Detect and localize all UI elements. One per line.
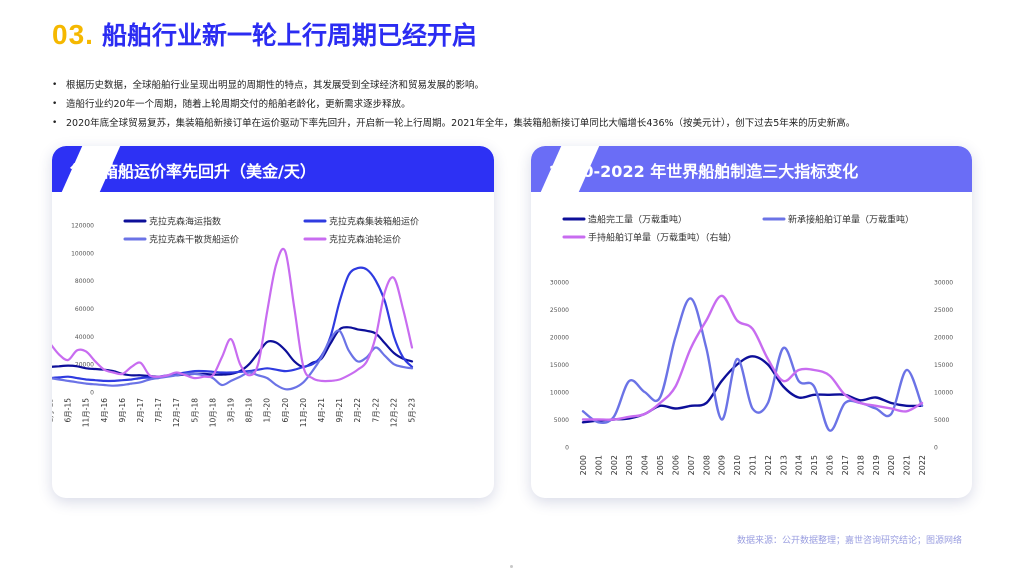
x-tick-label: 12月-22	[389, 398, 398, 428]
data-source-note: 数据来源：公开数据整理；嘉世咨询研究结论；图源网络	[737, 536, 963, 546]
freight-rate-line-chart: 0 20000 40000 60000 80000 100000 120000 1月-15 6月…	[52, 216, 419, 428]
y-tick-label: 25000	[550, 307, 569, 314]
x-tick-label: 2017	[841, 455, 850, 475]
section-number: 03.	[52, 19, 94, 50]
x-tick-label: 6月-20	[281, 398, 290, 423]
x-tick-label: 11月-15	[82, 398, 91, 428]
legend-label: 克拉克森集装箱船运价	[329, 216, 419, 228]
legend-label: 新承接船舶订单量（万载重吨）	[788, 214, 914, 226]
x-tick-label: 2022	[918, 455, 927, 475]
x-tick-label: 9月-21	[335, 398, 344, 423]
y-tick-label: 20000	[75, 362, 94, 369]
x-tick-label: 2019	[872, 455, 881, 475]
y2-tick-label: 25000	[934, 307, 953, 314]
card-title: 集装箱船运价率先回升（美金/天）	[70, 162, 316, 181]
y2-tick-label: 10000	[934, 390, 953, 397]
legend-label: 克拉克森干散货船运价	[149, 234, 239, 246]
x-tick-label: 2004	[641, 455, 650, 475]
y-tick-label: 0	[565, 445, 569, 452]
x-tick-label: 4月-21	[317, 398, 326, 423]
bullet-item: 根据历史数据，全球船舶行业呈现出明显的周期性的特点，其发展受到全球经济和贸易发展…	[50, 76, 990, 95]
x-tick-label: 2005	[656, 455, 665, 475]
x-tick-label: 2018	[856, 455, 865, 475]
series-line	[581, 294, 924, 421]
x-tick-label: 5月-23	[408, 398, 417, 423]
shipbuilding-indicators-line-chart: 0 5000 10000 15000 20000 25000 30000 0 5000 10000…	[550, 214, 953, 476]
x-tick-label: 7月-22	[371, 398, 380, 423]
y2-tick-label: 15000	[934, 362, 953, 369]
y-tick-label: 20000	[550, 335, 569, 342]
y2-tick-label: 5000	[934, 417, 949, 424]
y-tick-label: 40000	[75, 334, 94, 341]
x-tick-label: 3月-19	[227, 398, 236, 423]
bullet-list: 根据历史数据，全球船舶行业呈现出明显的周期性的特点，其发展受到全球经济和贸易发展…	[50, 76, 990, 133]
y2-tick-label: 0	[934, 445, 938, 452]
x-tick-label: 11月-20	[299, 398, 308, 428]
x-tick-label: 2006	[671, 455, 680, 475]
x-tick-label: 2012	[764, 455, 773, 475]
y2-tick-label: 30000	[934, 280, 953, 287]
series-line	[52, 329, 414, 391]
x-tick-label: 12月-17	[172, 398, 181, 428]
x-tick-label: 2014	[795, 455, 804, 475]
x-tick-label: 1月-20	[263, 398, 272, 423]
series-line	[52, 326, 414, 378]
bullet-item: 2020年底全球贸易复苏，集装箱船新接订单在运价驱动下率先回升，开启新一轮上行周…	[50, 114, 990, 133]
card-header: 2000-2022 年世界船舶制造三大指标变化	[531, 146, 972, 200]
x-tick-label: 9月-16	[118, 398, 127, 423]
y-tick-label: 120000	[71, 223, 94, 230]
x-tick-label: 2001	[594, 455, 603, 475]
x-tick-label: 2月-22	[353, 398, 362, 423]
x-tick-label: 2015	[810, 455, 819, 475]
x-tick-label: 2002	[610, 455, 619, 475]
y-tick-label: 100000	[71, 250, 94, 257]
x-tick-label: 2008	[702, 455, 711, 475]
x-tick-label: 2月-17	[136, 398, 145, 423]
series-line	[581, 297, 924, 432]
y-tick-label: 60000	[75, 306, 94, 313]
x-tick-label: 2010	[733, 455, 742, 475]
y-tick-label: 5000	[554, 417, 569, 424]
legend-label: 手持船舶订单量（万载重吨）（右轴）	[588, 232, 737, 244]
x-tick-label: 2013	[779, 455, 788, 475]
y-tick-label: 80000	[75, 278, 94, 285]
freight-rate-chart-card: 集装箱船运价率先回升（美金/天） 0 20000 40000 60000 80000 10…	[52, 146, 494, 498]
series-line	[581, 355, 924, 424]
x-tick-label: 1月-15	[52, 398, 55, 423]
x-tick-label: 2003	[625, 455, 634, 475]
x-tick-label: 2011	[749, 455, 758, 475]
series-line	[52, 247, 414, 383]
shipbuilding-chart-card: 2000-2022 年世界船舶制造三大指标变化 0 5000 10000 15000 2…	[531, 146, 972, 498]
x-tick-label: 10月-18	[208, 398, 217, 428]
card-title: 2000-2022 年世界船舶制造三大指标变化	[549, 162, 859, 181]
x-tick-label: 2007	[687, 455, 696, 475]
legend-label: 造船完工量（万载重吨）	[588, 214, 687, 226]
x-tick-label: 6月-15	[64, 398, 73, 423]
card-header: 集装箱船运价率先回升（美金/天）	[52, 146, 494, 200]
section-title: 船舶行业新一轮上行周期已经开启	[101, 21, 477, 50]
y2-tick-label: 20000	[934, 335, 953, 342]
legend-label: 克拉克森海运指数	[149, 216, 221, 228]
series-line	[52, 266, 414, 383]
y-tick-label: 10000	[550, 390, 569, 397]
x-tick-label: 2020	[887, 455, 896, 475]
y-tick-label: 15000	[550, 362, 569, 369]
x-tick-label: 8月-19	[245, 398, 254, 423]
legend-label: 克拉克森油轮运价	[329, 234, 401, 246]
x-tick-label: 5月-18	[190, 398, 199, 423]
x-tick-label: 2016	[826, 455, 835, 475]
x-tick-label: 4月-16	[100, 398, 109, 423]
x-tick-label: 2000	[579, 455, 588, 475]
y-tick-label: 30000	[550, 280, 569, 287]
x-tick-label: 2021	[903, 455, 912, 475]
x-tick-label: 2009	[718, 455, 727, 475]
page-title: 03. 船舶行业新一轮上行周期已经开启	[52, 16, 477, 52]
page-indicator	[510, 565, 513, 568]
x-tick-label: 7月-17	[154, 398, 163, 423]
y-tick-label: 0	[90, 390, 94, 397]
bullet-item: 造船行业约20年一个周期，随着上轮周期交付的船舶老龄化，更新需求逐步释放。	[50, 95, 990, 114]
